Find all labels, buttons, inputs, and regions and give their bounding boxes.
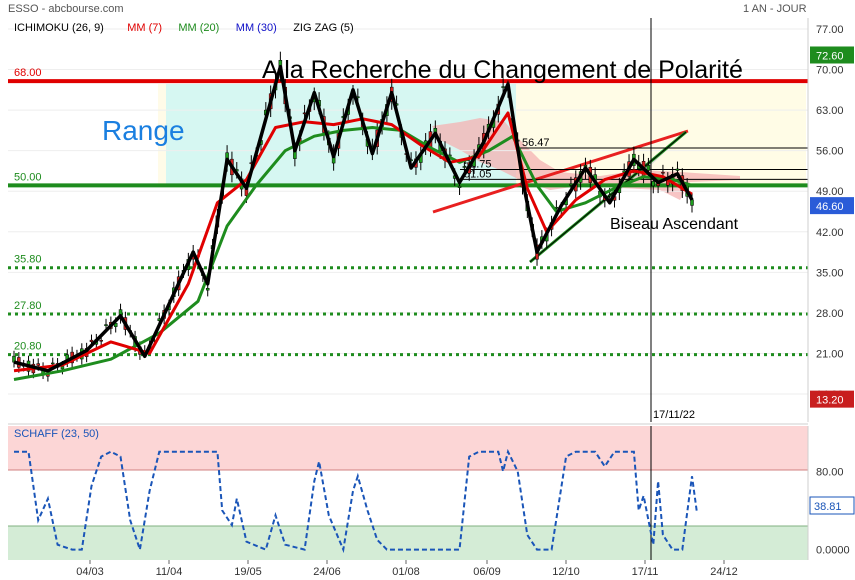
legend-entry: ICHIMOKU (26, 9) bbox=[14, 22, 104, 34]
vertical-date-label: 17/11/22 bbox=[653, 409, 695, 421]
candle-body bbox=[651, 181, 656, 187]
price-badge bbox=[810, 197, 854, 215]
x-tick-label: 19/05 bbox=[234, 566, 262, 578]
x-tick-label: 11/04 bbox=[156, 566, 183, 578]
candle-body bbox=[675, 168, 680, 171]
indicator-y-axis-ticks: 80.00 0.0000 bbox=[816, 466, 850, 556]
indicator-last-value: 38.81 bbox=[814, 501, 842, 513]
candle-body bbox=[113, 322, 118, 327]
candle-body bbox=[501, 86, 505, 88]
level-label: 20.80 bbox=[14, 341, 42, 353]
candle-body bbox=[104, 324, 108, 327]
level-label: 27.80 bbox=[14, 300, 42, 312]
wedge-label: Biseau Ascendant bbox=[610, 216, 739, 233]
indicator-line bbox=[14, 448, 698, 554]
y-tick-label: 56.00 bbox=[816, 146, 844, 158]
candle-body bbox=[36, 363, 40, 366]
level-label: 68.00 bbox=[14, 67, 42, 79]
x-tick-label: 17/11 bbox=[632, 566, 659, 578]
indicator-last-value-badge bbox=[809, 496, 855, 515]
x-tick-label: 12/10 bbox=[552, 566, 580, 578]
y-tick-label: 28.00 bbox=[816, 308, 844, 320]
y-tick-label: 70.00 bbox=[816, 65, 844, 77]
x-tick-label: 04/03 bbox=[76, 566, 104, 578]
price-badge-label: 46.60 bbox=[816, 201, 844, 213]
indicator-legend: ICHIMOKU (26, 9) MM (7) MM (20) MM (30) ZIG … bbox=[14, 22, 354, 34]
candle-body bbox=[457, 185, 462, 188]
indicator-overbought-zone bbox=[8, 426, 808, 470]
legend-entry: ZIG ZAG (5) bbox=[293, 22, 354, 34]
symbol-label: ESSO - abcbourse.com bbox=[8, 3, 124, 15]
y-tick-label: 49.00 bbox=[816, 186, 844, 198]
candle-body bbox=[661, 171, 665, 174]
legend-entry: MM (30) bbox=[236, 22, 277, 34]
x-tick-label: 24/12 bbox=[710, 566, 738, 578]
y-tick-label: 21.00 bbox=[816, 348, 844, 360]
price-badge-label: 13.20 bbox=[816, 395, 844, 407]
candle-body bbox=[690, 199, 694, 206]
wedge-resistance-line bbox=[432, 129, 689, 214]
indicator-series bbox=[14, 448, 698, 554]
chart-title: A la Recherche du Changement de Polarité bbox=[262, 56, 743, 84]
candle-body bbox=[646, 165, 651, 171]
indicator-y-tick-label: 0.0000 bbox=[816, 545, 850, 557]
series-line-zig-zag-5- bbox=[13, 64, 694, 373]
candle-body bbox=[89, 339, 94, 342]
candle-body bbox=[462, 166, 467, 168]
legend-entry: MM (20) bbox=[178, 22, 219, 34]
x-tick-label: 01/08 bbox=[392, 566, 420, 578]
x-axis-ticks: 04/03 11/04 19/05 24/06 01/08 06/09 12/10 17/11… bbox=[76, 560, 738, 578]
indicator-mid-zone bbox=[8, 470, 808, 526]
candle-body bbox=[50, 362, 55, 365]
indicator-y-tick-label: 80.00 bbox=[816, 466, 844, 478]
candle-body bbox=[607, 194, 612, 197]
price-badge bbox=[810, 390, 854, 408]
range-label: Range bbox=[102, 115, 185, 146]
y-tick-label: 35.00 bbox=[816, 267, 844, 279]
y-tick-label: 63.00 bbox=[816, 105, 844, 117]
candle-body bbox=[569, 183, 573, 186]
series-line-mm-7- bbox=[13, 111, 693, 373]
x-tick-label: 06/09 bbox=[473, 566, 501, 578]
price-badges: 72.60 46.60 13.20 bbox=[810, 46, 854, 408]
price-mark-label: 56.47 bbox=[522, 137, 550, 149]
level-label: 35.80 bbox=[14, 254, 42, 266]
candle-body bbox=[99, 339, 103, 342]
candle-body bbox=[205, 288, 210, 291]
y-tick-label: 42.00 bbox=[816, 227, 844, 239]
indicator-title: SCHAFF (23, 50) bbox=[14, 428, 99, 440]
wedge-support-line-inner bbox=[529, 131, 687, 263]
price-badge bbox=[810, 46, 854, 64]
y-tick-label: 77.00 bbox=[816, 24, 844, 36]
main-series bbox=[13, 64, 694, 381]
x-tick-label: 24/06 bbox=[313, 566, 341, 578]
price-badge-label: 72.60 bbox=[816, 50, 844, 62]
period-label: 1 AN - JOUR bbox=[743, 3, 807, 15]
level-label: 50.00 bbox=[14, 171, 42, 183]
candle-body bbox=[60, 366, 65, 370]
indicator-oversold-zone bbox=[8, 526, 808, 560]
legend-entry: MM (7) bbox=[127, 22, 162, 34]
